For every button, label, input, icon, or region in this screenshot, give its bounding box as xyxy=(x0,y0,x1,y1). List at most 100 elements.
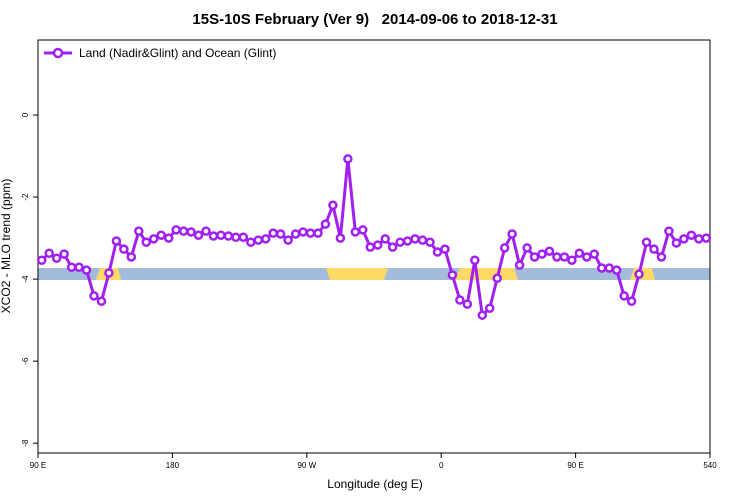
point xyxy=(604,263,614,273)
x-tick-label: 90 W xyxy=(297,461,316,470)
point xyxy=(335,233,346,243)
point xyxy=(148,234,159,244)
point xyxy=(582,252,592,262)
y-tick-label: -6 xyxy=(21,357,30,365)
point xyxy=(305,228,316,238)
point xyxy=(619,291,629,301)
point xyxy=(313,228,323,238)
point xyxy=(350,227,361,237)
point xyxy=(686,230,697,240)
point xyxy=(163,233,174,243)
point xyxy=(641,237,652,247)
point xyxy=(59,249,69,259)
y-tick-label: -8 xyxy=(21,439,30,447)
chart-title: 15S-10S February (Ver 9) 2014-09-06 to 2… xyxy=(192,11,557,28)
point xyxy=(74,262,84,272)
point xyxy=(701,233,712,243)
point xyxy=(522,243,532,253)
legend-label: Land (Nadir&Glint) and Ocean (Glint) xyxy=(79,46,276,60)
point xyxy=(36,255,47,265)
point xyxy=(126,252,137,262)
point xyxy=(365,242,376,252)
point xyxy=(298,227,308,237)
point xyxy=(119,244,129,254)
land-strip xyxy=(455,268,518,280)
point xyxy=(574,248,585,259)
point xyxy=(671,238,682,248)
point xyxy=(171,225,181,235)
point xyxy=(402,236,413,246)
point xyxy=(499,243,510,253)
y-tick-label: -4 xyxy=(21,275,30,283)
point xyxy=(589,249,600,259)
x-tick-label: 0 xyxy=(439,461,444,470)
point xyxy=(238,232,249,243)
y-tick-label: -2 xyxy=(21,193,30,201)
point xyxy=(283,235,293,245)
point xyxy=(111,236,122,246)
y-tick-label: 0 xyxy=(21,112,30,117)
point xyxy=(186,227,196,237)
plot-frame xyxy=(37,39,711,454)
point xyxy=(567,255,577,265)
point xyxy=(268,228,278,238)
point xyxy=(440,244,450,254)
point xyxy=(529,252,540,262)
point xyxy=(231,232,241,243)
point xyxy=(320,219,331,229)
y-axis-label: XCO2 - MLO trend (ppm) xyxy=(0,179,13,314)
point xyxy=(156,230,166,240)
point xyxy=(395,237,405,247)
land-strip xyxy=(326,268,388,280)
point xyxy=(447,270,458,280)
x-tick-label: 90 E xyxy=(567,461,583,470)
point xyxy=(328,200,338,211)
series-line xyxy=(40,158,707,319)
point xyxy=(208,231,219,241)
point xyxy=(134,226,144,236)
point xyxy=(432,247,443,257)
point xyxy=(462,299,473,309)
point xyxy=(477,310,488,320)
point xyxy=(455,295,465,305)
point xyxy=(649,244,659,254)
point xyxy=(410,234,420,244)
point xyxy=(372,240,383,250)
x-axis-label: Longitude (deg E) xyxy=(327,477,422,491)
point xyxy=(514,260,525,270)
point xyxy=(634,269,644,279)
point xyxy=(66,262,77,272)
point xyxy=(275,229,286,239)
point xyxy=(417,235,428,245)
point xyxy=(193,230,204,240)
point xyxy=(492,273,502,284)
point xyxy=(380,234,390,244)
point xyxy=(544,246,555,256)
x-tick-label: 90 E xyxy=(30,461,46,470)
point xyxy=(81,265,92,275)
point xyxy=(425,237,435,247)
point xyxy=(178,226,189,236)
point xyxy=(611,265,622,275)
point xyxy=(358,225,368,235)
point xyxy=(596,263,607,273)
point xyxy=(104,268,114,278)
point xyxy=(679,234,689,244)
point xyxy=(559,252,570,262)
point xyxy=(253,235,264,245)
point xyxy=(141,237,152,247)
point xyxy=(96,296,107,307)
point xyxy=(343,154,353,164)
point xyxy=(387,242,398,252)
point xyxy=(201,226,211,236)
point xyxy=(664,226,674,236)
point xyxy=(246,237,256,247)
point xyxy=(537,249,547,259)
point xyxy=(552,252,562,262)
point xyxy=(484,303,495,313)
legend-marker xyxy=(52,47,64,59)
point xyxy=(223,231,234,241)
point xyxy=(470,255,480,265)
point xyxy=(51,253,62,263)
